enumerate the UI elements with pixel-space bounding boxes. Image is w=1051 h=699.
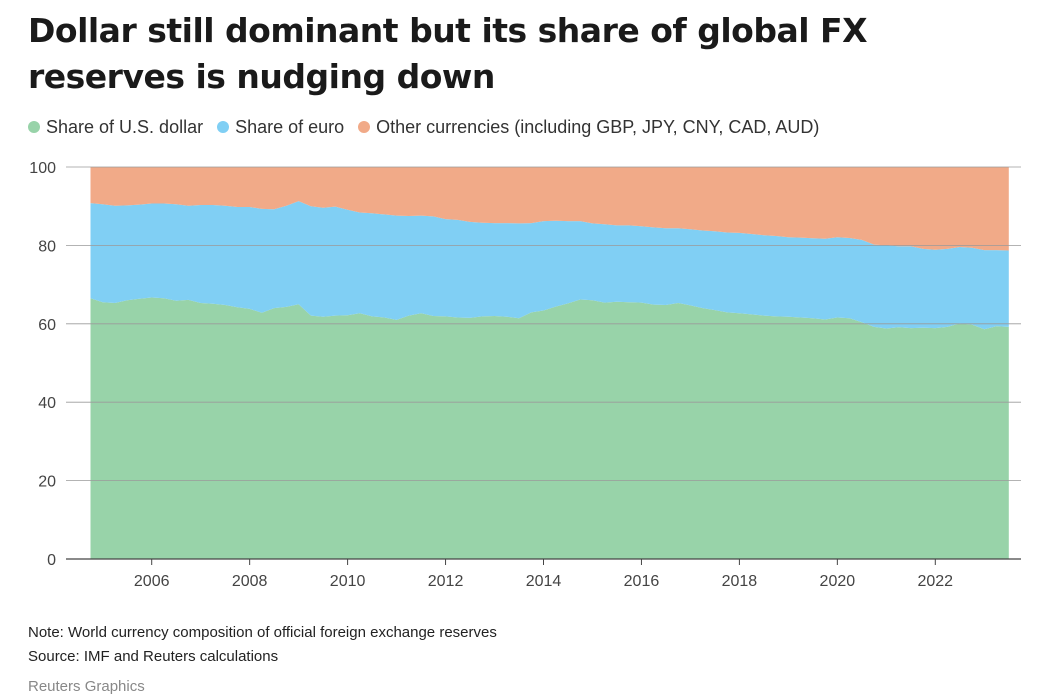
y-tick-label-40: 40	[38, 395, 56, 412]
area-other	[90, 167, 1009, 251]
x-tick-label-2016: 2016	[624, 573, 660, 590]
x-tick-label-2018: 2018	[722, 573, 758, 590]
x-axis: 2006 2008 2010 2012 2014 2016 2018 2020 2022	[134, 559, 953, 590]
y-tick-label-20: 20	[38, 474, 56, 491]
legend-item-other: Other currencies (including GBP, JPY, CN…	[358, 117, 819, 138]
chart-source: Source: IMF and Reuters calculations	[28, 648, 279, 665]
legend-swatch-other	[358, 121, 371, 133]
y-tick-label-0: 0	[47, 552, 56, 569]
y-tick-label-80: 80	[38, 238, 56, 255]
legend: Share of U.S. dollar Share of euro Other…	[28, 114, 833, 140]
legend-label-dollar: Share of U.S. dollar	[46, 116, 204, 137]
x-tick-label-2014: 2014	[526, 573, 562, 590]
area-dollar	[90, 297, 1009, 559]
x-tick-label-2020: 2020	[820, 573, 856, 590]
legend-label-euro: Share of euro	[235, 116, 345, 137]
x-tick-label-2012: 2012	[428, 573, 464, 590]
legend-item-dollar: Share of U.S. dollar	[28, 117, 203, 138]
area-euro	[90, 201, 1009, 330]
y-tick-label-100: 100	[29, 160, 56, 177]
y-axis: 0 20 40 60 80 100	[29, 160, 56, 569]
legend-item-euro: Share of euro	[217, 117, 344, 138]
x-tick-label-2008: 2008	[232, 573, 268, 590]
y-tick-label-60: 60	[38, 317, 56, 334]
x-tick-label-2022: 2022	[917, 573, 953, 590]
legend-label-other: Other currencies (including GBP, JPY, CN…	[376, 116, 820, 137]
stacked-area-chart: 0 20 40 60 80 100 2006 2008 2010 2012 2014 2016 201…	[29, 160, 1021, 590]
chart-note: Note: World currency composition of offi…	[28, 624, 497, 641]
chart-credit: Reuters Graphics	[28, 678, 145, 695]
legend-swatch-euro	[217, 121, 230, 133]
x-tick-label-2006: 2006	[134, 573, 170, 590]
x-tick-label-2010: 2010	[330, 573, 366, 590]
legend-swatch-dollar	[28, 121, 40, 133]
area-layer	[90, 167, 1009, 559]
chart-title: Dollar still dominant but its share of g…	[28, 11, 868, 96]
